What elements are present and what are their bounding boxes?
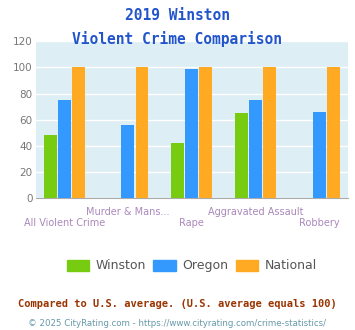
Bar xyxy=(235,113,248,198)
Text: Rape: Rape xyxy=(179,218,204,228)
Text: Murder & Mans...: Murder & Mans... xyxy=(86,207,170,216)
Text: Robbery: Robbery xyxy=(299,218,339,228)
Text: All Violent Crime: All Violent Crime xyxy=(23,218,105,228)
Text: Compared to U.S. average. (U.S. average equals 100): Compared to U.S. average. (U.S. average … xyxy=(18,299,337,309)
Bar xyxy=(327,67,340,198)
Bar xyxy=(121,125,135,198)
Bar xyxy=(199,67,212,198)
Bar xyxy=(249,100,262,198)
Text: Aggravated Assault: Aggravated Assault xyxy=(208,207,303,216)
Bar xyxy=(171,143,184,198)
Bar xyxy=(263,67,276,198)
Bar xyxy=(72,67,85,198)
Bar xyxy=(58,100,71,198)
Bar xyxy=(313,112,326,198)
Legend: Winston, Oregon, National: Winston, Oregon, National xyxy=(62,254,322,278)
Bar xyxy=(185,69,198,198)
Text: Violent Crime Comparison: Violent Crime Comparison xyxy=(72,31,283,47)
Text: © 2025 CityRating.com - https://www.cityrating.com/crime-statistics/: © 2025 CityRating.com - https://www.city… xyxy=(28,319,327,328)
Bar xyxy=(136,67,148,198)
Text: 2019 Winston: 2019 Winston xyxy=(125,8,230,23)
Bar xyxy=(44,135,56,198)
